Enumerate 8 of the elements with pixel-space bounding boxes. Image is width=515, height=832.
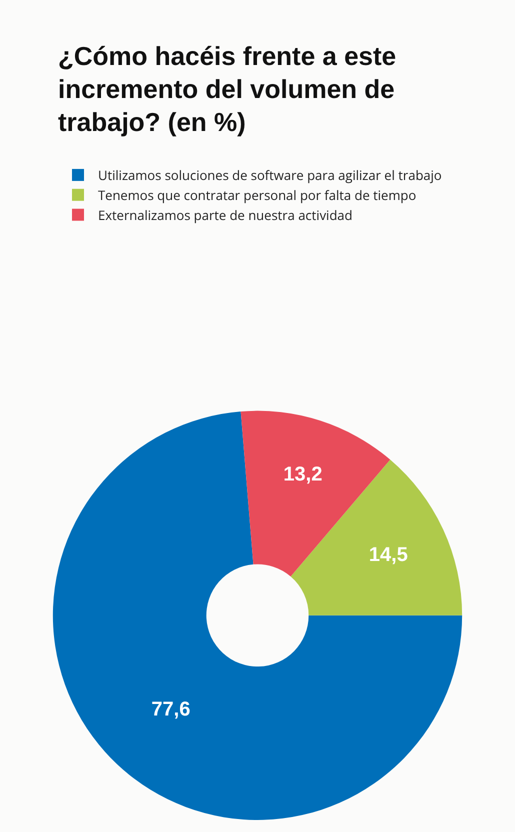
legend-label: Utilizamos soluciones de software para agilizar el trabajo <box>98 166 442 184</box>
legend-label: Tenemos que contratar personal por falta de tiempo <box>98 186 416 204</box>
chart-title: ¿Cómo hacéis frente a este incremento del volumen de trabajo? (en %) <box>58 40 398 139</box>
donut-slice <box>53 411 462 820</box>
legend-label: Externalizamos parte de nuestra actividad <box>98 206 352 224</box>
data-label: 14,5 <box>368 544 408 566</box>
data-label: 77,6 <box>151 698 190 720</box>
data-label: 13,2 <box>283 464 322 486</box>
